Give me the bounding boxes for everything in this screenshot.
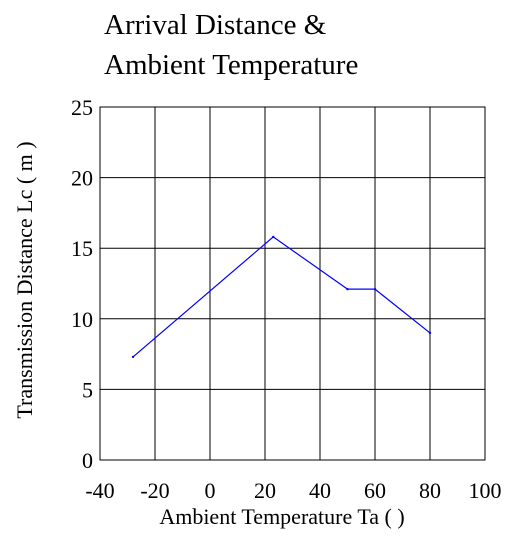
x-tick-label: 100 — [469, 478, 502, 503]
y-tick-label: 5 — [82, 377, 93, 402]
y-tick-label: 15 — [71, 236, 93, 261]
chart-title-line-1: Arrival Distance & — [104, 9, 327, 41]
x-axis-label: Ambient Temperature Ta ( ) — [159, 504, 404, 529]
data-point — [272, 235, 275, 239]
chart-title-line-2: Ambient Temperature — [104, 49, 358, 81]
x-tick-label: 20 — [254, 478, 276, 503]
x-tick-label: 40 — [309, 478, 331, 503]
data-point — [131, 355, 135, 359]
y-axis-ticks: 0 5 10 15 20 25 — [71, 95, 93, 473]
y-tick-label: 0 — [82, 448, 93, 473]
grid — [100, 107, 485, 460]
series-line — [132, 236, 431, 358]
y-axis-label: Transmission Distance Lc ( m ) — [12, 141, 37, 418]
y-tick-label: 10 — [71, 307, 93, 332]
x-tick-label: -40 — [85, 478, 114, 503]
data-point — [373, 287, 377, 291]
x-tick-label: 80 — [419, 478, 441, 503]
x-tick-label: 60 — [364, 478, 386, 503]
y-tick-label: 20 — [71, 166, 93, 191]
x-tick-label: -20 — [140, 478, 169, 503]
data-point — [346, 287, 349, 291]
x-tick-label: 0 — [205, 478, 216, 503]
data-point — [428, 331, 432, 335]
series-layer — [131, 235, 432, 359]
y-tick-label: 25 — [71, 95, 93, 120]
plot-area — [99, 106, 486, 461]
x-axis-ticks: -40 -20 0 20 40 60 80 100 — [85, 478, 501, 503]
